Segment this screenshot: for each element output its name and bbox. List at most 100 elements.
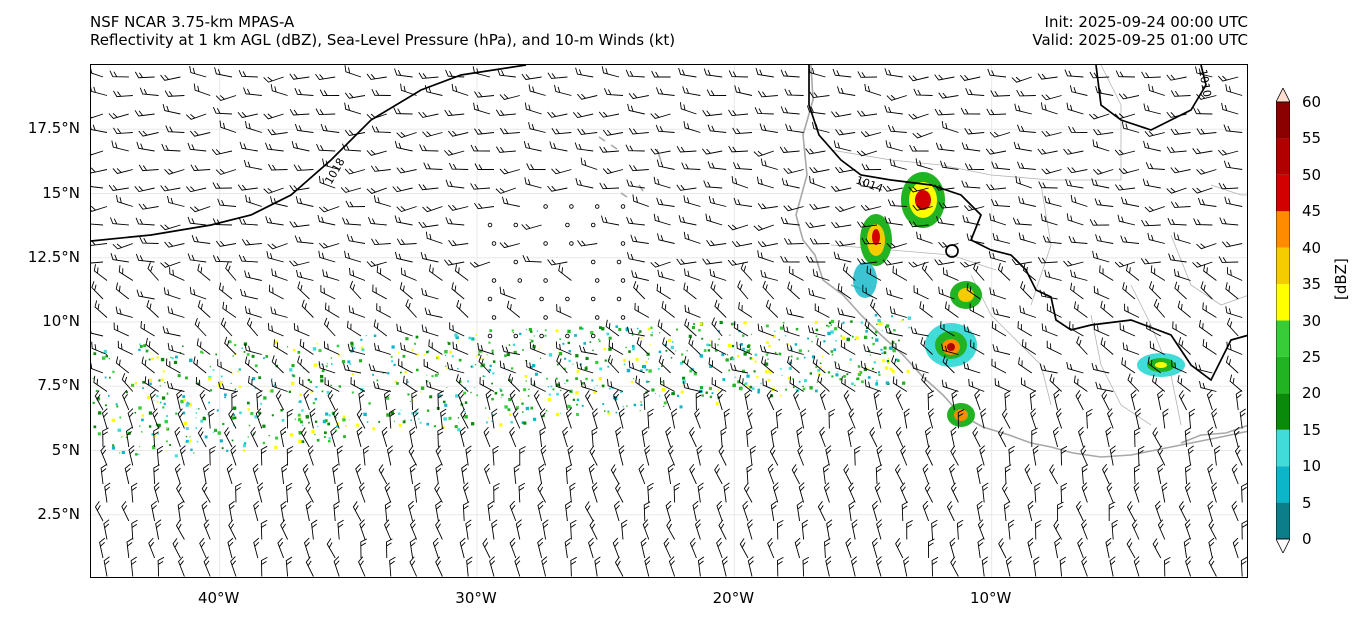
reflectivity-cell	[618, 328, 622, 331]
wind-barb	[746, 427, 753, 448]
wind-barb	[385, 538, 393, 559]
wind-barb	[1147, 232, 1165, 244]
reflectivity-cell	[895, 358, 898, 361]
reflectivity-cell	[739, 387, 743, 390]
reflectivity-cell	[529, 338, 531, 340]
reflectivity-cell	[513, 350, 517, 354]
wind-barb	[499, 360, 516, 374]
reflectivity-cell	[856, 377, 860, 381]
reflectivity-cell	[398, 351, 400, 354]
wind-barb	[311, 519, 318, 540]
wind-barb	[189, 65, 207, 78]
wind-barb	[318, 175, 336, 189]
wind-barb	[762, 280, 775, 300]
wind-barb	[231, 390, 239, 411]
reflectivity-cell	[615, 411, 618, 414]
reflectivity-cell	[790, 355, 793, 358]
wind-barb	[911, 361, 929, 374]
map-canvas: 1018 1014 1010	[91, 65, 1247, 577]
wind-barb	[882, 185, 903, 192]
wind-barb	[487, 222, 493, 228]
wind-barb	[1046, 303, 1062, 318]
reflectivity-cell	[599, 326, 602, 329]
wind-barb	[1053, 389, 1060, 411]
reflectivity-cell	[533, 335, 535, 337]
reflectivity-cell	[193, 452, 195, 454]
wind-barb	[466, 556, 473, 577]
reflectivity-cell	[522, 349, 524, 351]
reflectivity-cell	[169, 444, 172, 446]
reflectivity-cell	[262, 424, 266, 428]
wind-barb	[489, 556, 496, 577]
wind-barb	[856, 221, 878, 228]
wind-barb	[948, 463, 955, 485]
wind-barb	[499, 286, 516, 300]
reflectivity-cell	[138, 446, 140, 448]
reflectivity-cell	[778, 352, 782, 356]
wind-barb	[1202, 302, 1217, 318]
wind-barb	[141, 356, 155, 374]
wind-barb	[320, 123, 340, 133]
reflectivity-cell	[277, 347, 279, 349]
reflectivity-cell	[626, 405, 628, 407]
reflectivity-cell	[885, 381, 889, 385]
wind-barb	[444, 109, 465, 117]
wind-barb	[383, 519, 392, 540]
wind-barb	[831, 111, 852, 118]
wind-barb	[589, 519, 598, 540]
reflectivity-cell	[593, 387, 595, 389]
wind-barb	[537, 482, 546, 503]
wind-barb	[769, 445, 779, 466]
wind-barb	[901, 501, 909, 522]
wind-barb	[94, 300, 108, 318]
reflectivity-cell	[611, 386, 614, 389]
reflectivity-cell	[774, 351, 777, 354]
wind-barb	[554, 379, 572, 392]
reflectivity-cell	[898, 339, 900, 342]
wind-barb	[1012, 217, 1032, 226]
reflectivity-cell	[521, 402, 524, 405]
colorbar-tick-label: 20	[1302, 384, 1322, 403]
wind-barb	[863, 344, 882, 355]
wind-barb	[957, 409, 965, 429]
wind-barb	[976, 500, 983, 522]
reflectivity-cell	[470, 365, 474, 368]
wind-barb	[1226, 317, 1239, 337]
wind-barb	[376, 265, 392, 281]
wind-barb	[131, 482, 138, 503]
wind-barb	[104, 482, 111, 503]
reflectivity-cell	[659, 395, 661, 397]
reflectivity-cell	[411, 412, 414, 415]
reflectivity-cell	[753, 370, 756, 373]
wind-barb	[986, 108, 1007, 116]
wind-barb	[212, 218, 233, 226]
wind-barb	[299, 338, 314, 355]
wind-barb	[805, 255, 826, 263]
wind-barb	[594, 278, 600, 283]
reflectivity-cell	[705, 391, 708, 394]
reflectivity-cell	[445, 365, 447, 367]
reflectivity-cell	[330, 384, 332, 387]
reflectivity-cell	[749, 348, 751, 350]
wind-barb	[491, 278, 497, 283]
wind-barb	[720, 427, 727, 448]
wind-barb	[483, 463, 491, 485]
wind-barb	[599, 182, 620, 190]
wind-barb	[1211, 408, 1218, 429]
reflectivity-cell	[200, 419, 204, 423]
reflectivity-cell	[598, 340, 601, 343]
reflectivity-cell	[148, 358, 151, 361]
wind-barb	[201, 500, 208, 522]
wind-barb	[689, 463, 697, 485]
wind-barb	[360, 538, 367, 559]
wind-barb	[807, 325, 826, 337]
wind-barb	[177, 408, 185, 429]
wind-barb	[618, 445, 625, 466]
wind-barb	[634, 302, 650, 318]
wind-barb	[577, 128, 598, 135]
wind-barb	[1093, 129, 1114, 136]
reflectivity-cell	[809, 372, 812, 375]
reflectivity-cell	[845, 341, 847, 343]
reflectivity-cell	[506, 352, 510, 357]
reflectivity-cell	[359, 359, 363, 363]
